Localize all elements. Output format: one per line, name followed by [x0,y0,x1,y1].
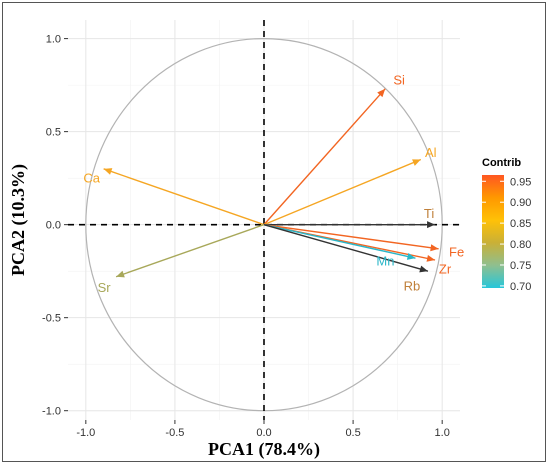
arrow-rb [263,223,429,272]
arrowhead-zr [426,254,436,262]
x-tick-label: 1.0 [435,427,450,439]
x-tick-label: 0.0 [256,427,271,439]
arrowhead-mn [406,252,416,260]
arrow-si [263,88,386,226]
contrib-legend: Contrib 0.95 0.90 0.85 0.80 0.75 0.70 [482,157,531,293]
y-tick-label: -0.5 [42,313,61,325]
x-tick-label: 0.5 [345,427,360,439]
label-mn: Mn [376,254,394,269]
y-axis-title: PCA2 (10.3%) [8,164,29,276]
arrowhead-sr [116,270,125,278]
label-zr: Zr [439,261,452,276]
label-al: Al [425,145,437,160]
legend-tick-label: 0.70 [510,281,531,293]
arrow-fe [263,223,439,250]
arrowhead-al [412,159,421,166]
label-ca: Ca [83,170,100,185]
arrowhead-ca [103,168,113,175]
arrow-al [263,158,422,226]
legend-ticks: 0.95 0.90 0.85 0.80 0.75 0.70 [482,176,531,293]
reference-lines [68,20,460,420]
plot-area: Si Al Ca Ti Fe Zr Mn Rb Sr [68,20,464,420]
arrowhead-si [377,88,386,98]
arrow-ca [103,168,265,226]
variable-arrows [103,88,439,278]
legend-tick-label: 0.95 [510,176,531,188]
y-tick-label: -1.0 [42,406,61,418]
label-si: Si [393,72,405,87]
x-tick-label: -1.0 [76,427,95,439]
arrowhead-fe [430,244,439,252]
x-axis-title: PCA1 (78.4%) [208,439,320,460]
y-axis-ticks: -1.0 -0.5 0.0 0.5 1.0 [42,34,68,418]
legend-title: Contrib [482,157,521,169]
legend-tick-label: 0.80 [510,239,531,251]
arrowhead-rb [419,265,428,273]
variable-labels: Si Al Ca Ti Fe Zr Mn Rb Sr [83,72,464,295]
arrowhead-ti [427,221,436,229]
label-sr: Sr [98,280,112,295]
x-tick-label: -0.5 [165,427,184,439]
label-fe: Fe [449,244,464,259]
legend-tick-label: 0.85 [510,218,531,230]
label-rb: Rb [404,279,421,294]
arrow-mn [263,223,416,259]
y-tick-label: 1.0 [46,34,61,46]
y-tick-label: 0.5 [46,127,61,139]
label-ti: Ti [424,206,434,221]
arrow-sr [115,223,265,278]
y-tick-label: 0.0 [46,220,61,232]
legend-tick-label: 0.75 [510,260,531,272]
x-axis-ticks: -1.0 -0.5 0.0 0.5 1.0 [76,420,450,439]
legend-colorbar [482,175,504,288]
legend-tick-label: 0.90 [510,197,531,209]
